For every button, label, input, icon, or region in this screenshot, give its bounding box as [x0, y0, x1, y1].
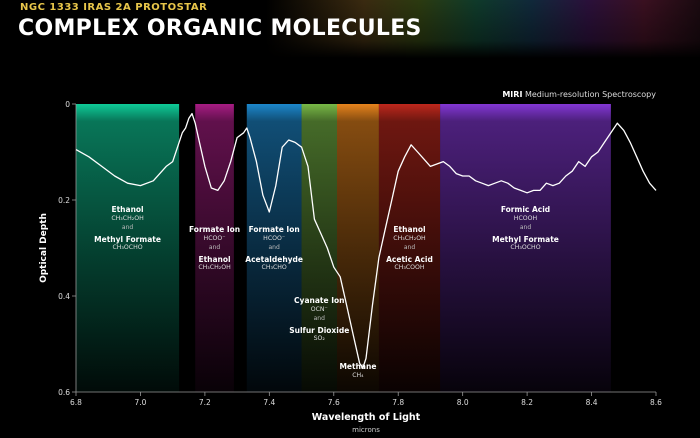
molecule-name: Ethanol [111, 205, 144, 214]
molecule-name: Sulfur Dioxide [289, 325, 350, 335]
band-label: Formate Ion HCOO⁻ and Acetaldehyde CH₃CHO [245, 225, 303, 272]
band-label: Methane CH₄ [339, 362, 376, 380]
instrument-name: MIRI [502, 90, 523, 99]
band-label-join: and [121, 223, 134, 231]
x-tick-label: 7.0 [134, 398, 146, 407]
x-tick-label: 7.2 [199, 398, 211, 407]
molecule-formula: CH₃COOH [394, 264, 425, 272]
molecule-name: Formate Ion [188, 225, 241, 234]
molecule-name: Ethanol [198, 254, 231, 264]
molecule-formula: CH₃CH₂OH [393, 234, 426, 242]
molecule-formula: CH₃CH₂OH [198, 264, 231, 272]
absorption-band [246, 104, 302, 392]
y-tick-label: 0.4 [58, 292, 70, 301]
band-label-join: and [268, 243, 280, 251]
molecule-formula: HCOOH [513, 214, 538, 222]
molecule-name: Cyanate Ion [294, 296, 345, 305]
molecule-name: Ethanol [393, 225, 426, 234]
band-label: Formic Acid HCOOH and Methyl Formate CH₃OCHO [492, 205, 559, 252]
y-tick-label: 0.6 [58, 388, 70, 397]
band-label: Ethanol CH₃CH₂OH and Methyl Formate CH₃OCHO [94, 205, 161, 252]
band-label-join: and [519, 223, 532, 231]
x-tick-label: 6.8 [70, 398, 82, 407]
line-layer [75, 112, 657, 369]
y-tick-label: 0.2 [58, 196, 70, 205]
absorption-band [440, 104, 611, 392]
absorption-band [378, 104, 441, 392]
instrument-label: MIRI Medium-resolution Spectroscopy [502, 90, 656, 99]
x-axis-unit: microns [352, 426, 380, 434]
chart-title: COMPLEX ORGANIC MOLECULES [18, 16, 422, 41]
molecule-name: Methyl Formate [492, 234, 559, 244]
molecule-formula: CH₃OCHO [510, 244, 541, 252]
x-tick-label: 8.2 [521, 398, 533, 407]
band-label-join: and [313, 314, 325, 322]
band-label: Cyanate Ion OCN⁻ and Sulfur Dioxide SO₂ [289, 296, 349, 343]
band-label-join: and [208, 243, 221, 251]
spectrum-line [75, 112, 657, 369]
header-fade [0, 0, 700, 58]
x-tick-label: 7.4 [263, 398, 275, 407]
molecule-formula: CH₃CHO [261, 264, 287, 272]
molecule-formula: CH₃CH₂OH [111, 214, 144, 222]
x-tick-label: 7.6 [328, 398, 340, 407]
absorption-band [337, 104, 379, 392]
y-tick-label: 0 [65, 100, 70, 109]
molecule-formula: HCOO⁻ [203, 234, 226, 242]
band-label: Formate Ion HCOO⁻ and Ethanol CH₃CH₂OH [189, 225, 240, 272]
chart-subtitle: NGC 1333 IRAS 2A PROTOSTAR [20, 2, 208, 13]
x-tick-label: 8.6 [650, 398, 662, 407]
axes-layer: 6.8 7.0 7.2 7.4 7.6 7.8 8.0 8.2 8.4 8.6 0 0.2 0.4 0.6 [58, 100, 662, 407]
molecule-formula: SO₂ [313, 335, 325, 343]
y-axis-label: Optical Depth [39, 213, 49, 283]
molecule-formula: HCOO⁻ [263, 234, 286, 242]
molecule-name: Methyl Formate [94, 234, 161, 244]
molecule-formula: OCN⁻ [310, 305, 328, 313]
band-label-join: and [403, 243, 416, 251]
absorption-band [76, 104, 180, 392]
x-tick-label: 8.0 [457, 398, 469, 407]
molecule-name: Formate Ion [248, 225, 300, 234]
instrument-mode: Medium-resolution Spectroscopy [524, 90, 656, 99]
bands-layer [76, 104, 611, 392]
molecule-name: Acetaldehyde [245, 254, 304, 264]
x-tick-label: 8.4 [586, 398, 598, 407]
molecule-name: Formic Acid [500, 205, 551, 214]
absorption-band [301, 104, 337, 392]
molecule-name: Acetic Acid [386, 254, 433, 264]
molecule-formula: CH₄ [352, 371, 364, 379]
band-label: Ethanol CH₃CH₂OH and Acetic Acid CH₃COOH [386, 225, 433, 272]
x-axis-label: Wavelength of Light [312, 412, 421, 423]
x-tick-label: 7.8 [392, 398, 404, 407]
molecule-formula: CH₃OCHO [112, 244, 143, 252]
molecule-name: Methane [339, 362, 377, 371]
